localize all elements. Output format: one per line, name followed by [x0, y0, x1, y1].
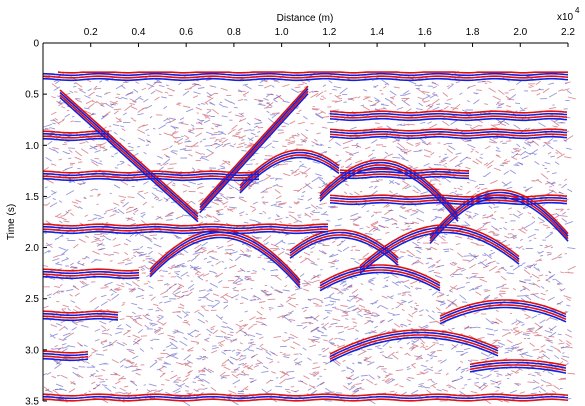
radargram: [42, 70, 576, 406]
reflector: [42, 72, 569, 400]
x-tick-label: 1.4: [370, 27, 384, 38]
y-tick-label: 3.5: [25, 397, 39, 406]
reflector: [42, 71, 569, 402]
x-tick-label: 2.0: [513, 27, 527, 38]
x-tick-label: 1.2: [322, 27, 336, 38]
x-multiplier: x10: [557, 12, 574, 23]
y-tick-label: 2.0: [25, 243, 39, 254]
y-tick-label: 2.5: [25, 294, 39, 305]
y-tick-label: 1.0: [25, 141, 39, 152]
y-tick-label: 1.5: [25, 192, 39, 203]
x-tick-label: 2.2: [561, 27, 575, 38]
y-tick-label: 3.0: [25, 345, 39, 356]
y-tick-label: 0: [33, 39, 39, 50]
x-tick-label: 0.6: [179, 27, 193, 38]
y-axis-label: Time (s): [6, 204, 17, 240]
x-multiplier-exponent: 4: [575, 6, 580, 15]
x-tick-label: 0.4: [132, 27, 146, 38]
x-tick-label: 0.8: [227, 27, 241, 38]
y-tick-label: 0.5: [25, 90, 39, 101]
x-axis-label: Distance (m): [277, 13, 334, 24]
x-tick-label: 1.0: [275, 27, 289, 38]
x-tick-label: 0.2: [84, 27, 98, 38]
x-tick-label: 1.8: [466, 27, 480, 38]
x-tick-label: 1.6: [418, 27, 432, 38]
